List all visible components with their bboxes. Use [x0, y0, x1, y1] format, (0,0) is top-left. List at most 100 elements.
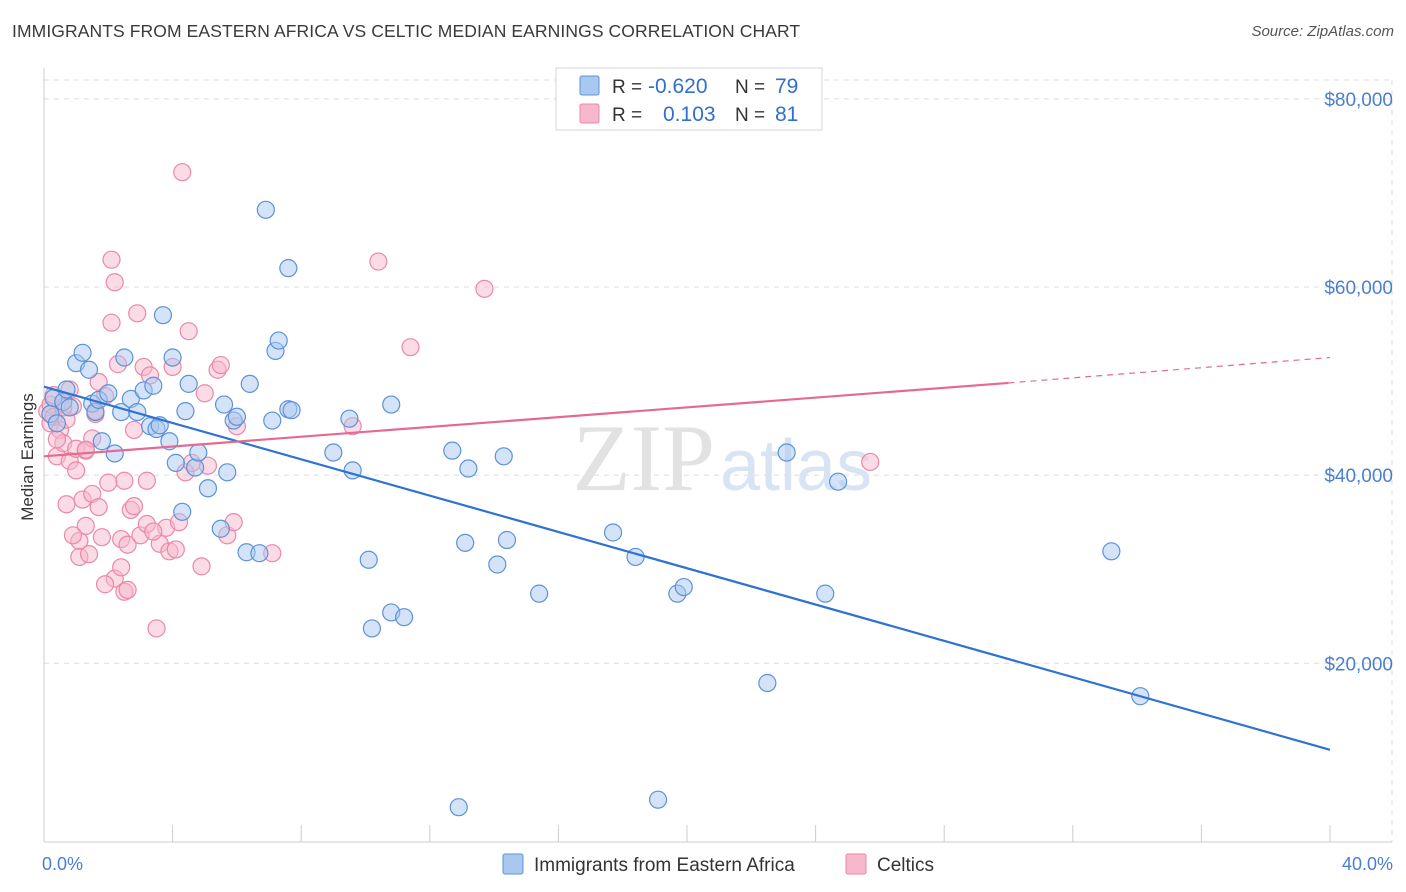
eastern-africa-point — [816, 584, 835, 603]
eastern-africa-point — [115, 348, 134, 367]
eastern-africa-point — [362, 619, 382, 638]
eastern-africa-point — [459, 459, 478, 478]
grid-lines — [44, 79, 1393, 842]
eastern-africa-point — [394, 608, 414, 627]
celtics-point — [166, 540, 185, 559]
y-tick-label: $20,000 — [1324, 654, 1393, 675]
eastern-africa-trend-line — [43, 385, 1331, 751]
celtics-point — [124, 420, 144, 440]
eastern-africa-point — [359, 550, 378, 569]
eastern-africa-point — [1102, 542, 1121, 561]
y-tick-labels: $20,000 $40,000 $60,000 $80,000 — [1324, 90, 1393, 675]
celtics-point — [475, 279, 494, 298]
eastern-africa-point — [99, 384, 118, 403]
eastern-africa-point — [105, 444, 124, 463]
legend-n-label: N = — [735, 105, 765, 126]
celtics-point — [369, 252, 388, 271]
eastern-africa-point — [263, 411, 282, 430]
celtics-trend-line — [43, 381, 1009, 458]
celtics-point — [67, 461, 86, 480]
y-tick-label: $80,000 — [1324, 90, 1393, 111]
axes — [43, 68, 1392, 843]
bottom-legend-label-blue: Immigrants from Eastern Africa — [534, 855, 795, 876]
bottom-legend-label-pink: Celtics — [877, 855, 934, 876]
celtics-point — [76, 516, 95, 536]
eastern-africa-point — [449, 798, 468, 817]
x-tick-label-max: 40.0% — [1342, 854, 1393, 874]
x-ticks — [43, 825, 1331, 842]
eastern-africa-point — [218, 463, 237, 482]
celtics-point — [118, 580, 137, 599]
celtics-point — [124, 497, 144, 516]
celtics-point — [861, 452, 880, 472]
series-legend: Immigrants from Eastern Africa Celtics — [502, 853, 934, 876]
eastern-africa-point — [256, 200, 275, 219]
celtics-point — [76, 440, 95, 459]
celtics-point — [95, 575, 115, 594]
bottom-legend-swatch-pink — [845, 853, 867, 875]
correlation-legend: R = -0.620 N = 79 R = 0.103 N = 81 — [555, 67, 823, 131]
source-label: Source: ZipAtlas.com — [1251, 23, 1394, 40]
eastern-africa-point — [79, 360, 99, 379]
watermark-atlas: atlas — [720, 426, 872, 506]
celtics-point — [47, 430, 66, 449]
eastern-africa-point — [214, 395, 234, 414]
eastern-africa-point — [73, 343, 92, 362]
eastern-africa-point — [279, 259, 298, 278]
chart-title: IMMIGRANTS FROM EASTERN AFRICA VS CELTIC… — [12, 21, 801, 41]
celtics-point — [63, 526, 83, 545]
eastern-africa-point — [144, 376, 163, 395]
eastern-africa-point — [163, 348, 182, 367]
eastern-africa-point — [456, 533, 475, 552]
celtics-point — [102, 313, 121, 332]
eastern-africa-point — [211, 519, 230, 538]
eastern-africa-point — [674, 577, 693, 597]
eastern-africa-point — [324, 443, 343, 462]
y-tick-label: $40,000 — [1324, 466, 1393, 487]
eastern-africa-point — [173, 502, 192, 521]
eastern-africa-point — [340, 409, 359, 428]
eastern-africa-point — [494, 447, 513, 466]
eastern-africa-point — [648, 790, 668, 809]
celtics-point — [112, 558, 131, 577]
eastern-africa-point — [186, 458, 205, 477]
eastern-africa-point — [189, 443, 208, 462]
celtics-point — [128, 304, 147, 323]
eastern-africa-point — [777, 443, 796, 462]
eastern-africa-point — [227, 407, 246, 426]
eastern-africa-point — [198, 479, 218, 498]
eastern-africa-point — [166, 453, 185, 472]
eastern-africa-point — [47, 414, 66, 433]
eastern-africa-point — [153, 306, 173, 325]
legend-r-value-blue: -0.620 — [648, 75, 708, 98]
eastern-africa-point — [382, 395, 401, 414]
celtics-point — [115, 471, 134, 490]
celtics-points — [38, 163, 880, 638]
legend-n-label: N = — [735, 77, 765, 98]
celtics-point — [192, 557, 211, 576]
celtics-trend-extension — [1008, 356, 1331, 384]
eastern-africa-points — [41, 200, 1150, 817]
eastern-africa-point — [240, 374, 259, 393]
celtics-point — [147, 619, 166, 638]
y-tick-label: $60,000 — [1324, 278, 1393, 299]
eastern-africa-point — [269, 331, 288, 350]
celtics-point — [179, 322, 198, 341]
celtics-point — [79, 545, 99, 564]
x-tick-label-min: 0.0% — [42, 854, 83, 874]
eastern-africa-point — [488, 555, 507, 574]
eastern-africa-point — [497, 530, 517, 550]
legend-n-value-blue: 79 — [775, 75, 798, 98]
celtics-point — [118, 535, 137, 554]
celtics-point — [401, 338, 420, 357]
celtics-point — [173, 163, 192, 182]
trend-lines — [43, 356, 1331, 751]
legend-r-label: R = — [612, 77, 642, 98]
celtics-point — [144, 522, 163, 541]
eastern-africa-point — [92, 432, 111, 451]
celtics-point — [102, 250, 121, 269]
eastern-africa-point — [250, 544, 269, 563]
legend-r-label: R = — [612, 105, 642, 126]
celtics-point — [99, 473, 118, 492]
